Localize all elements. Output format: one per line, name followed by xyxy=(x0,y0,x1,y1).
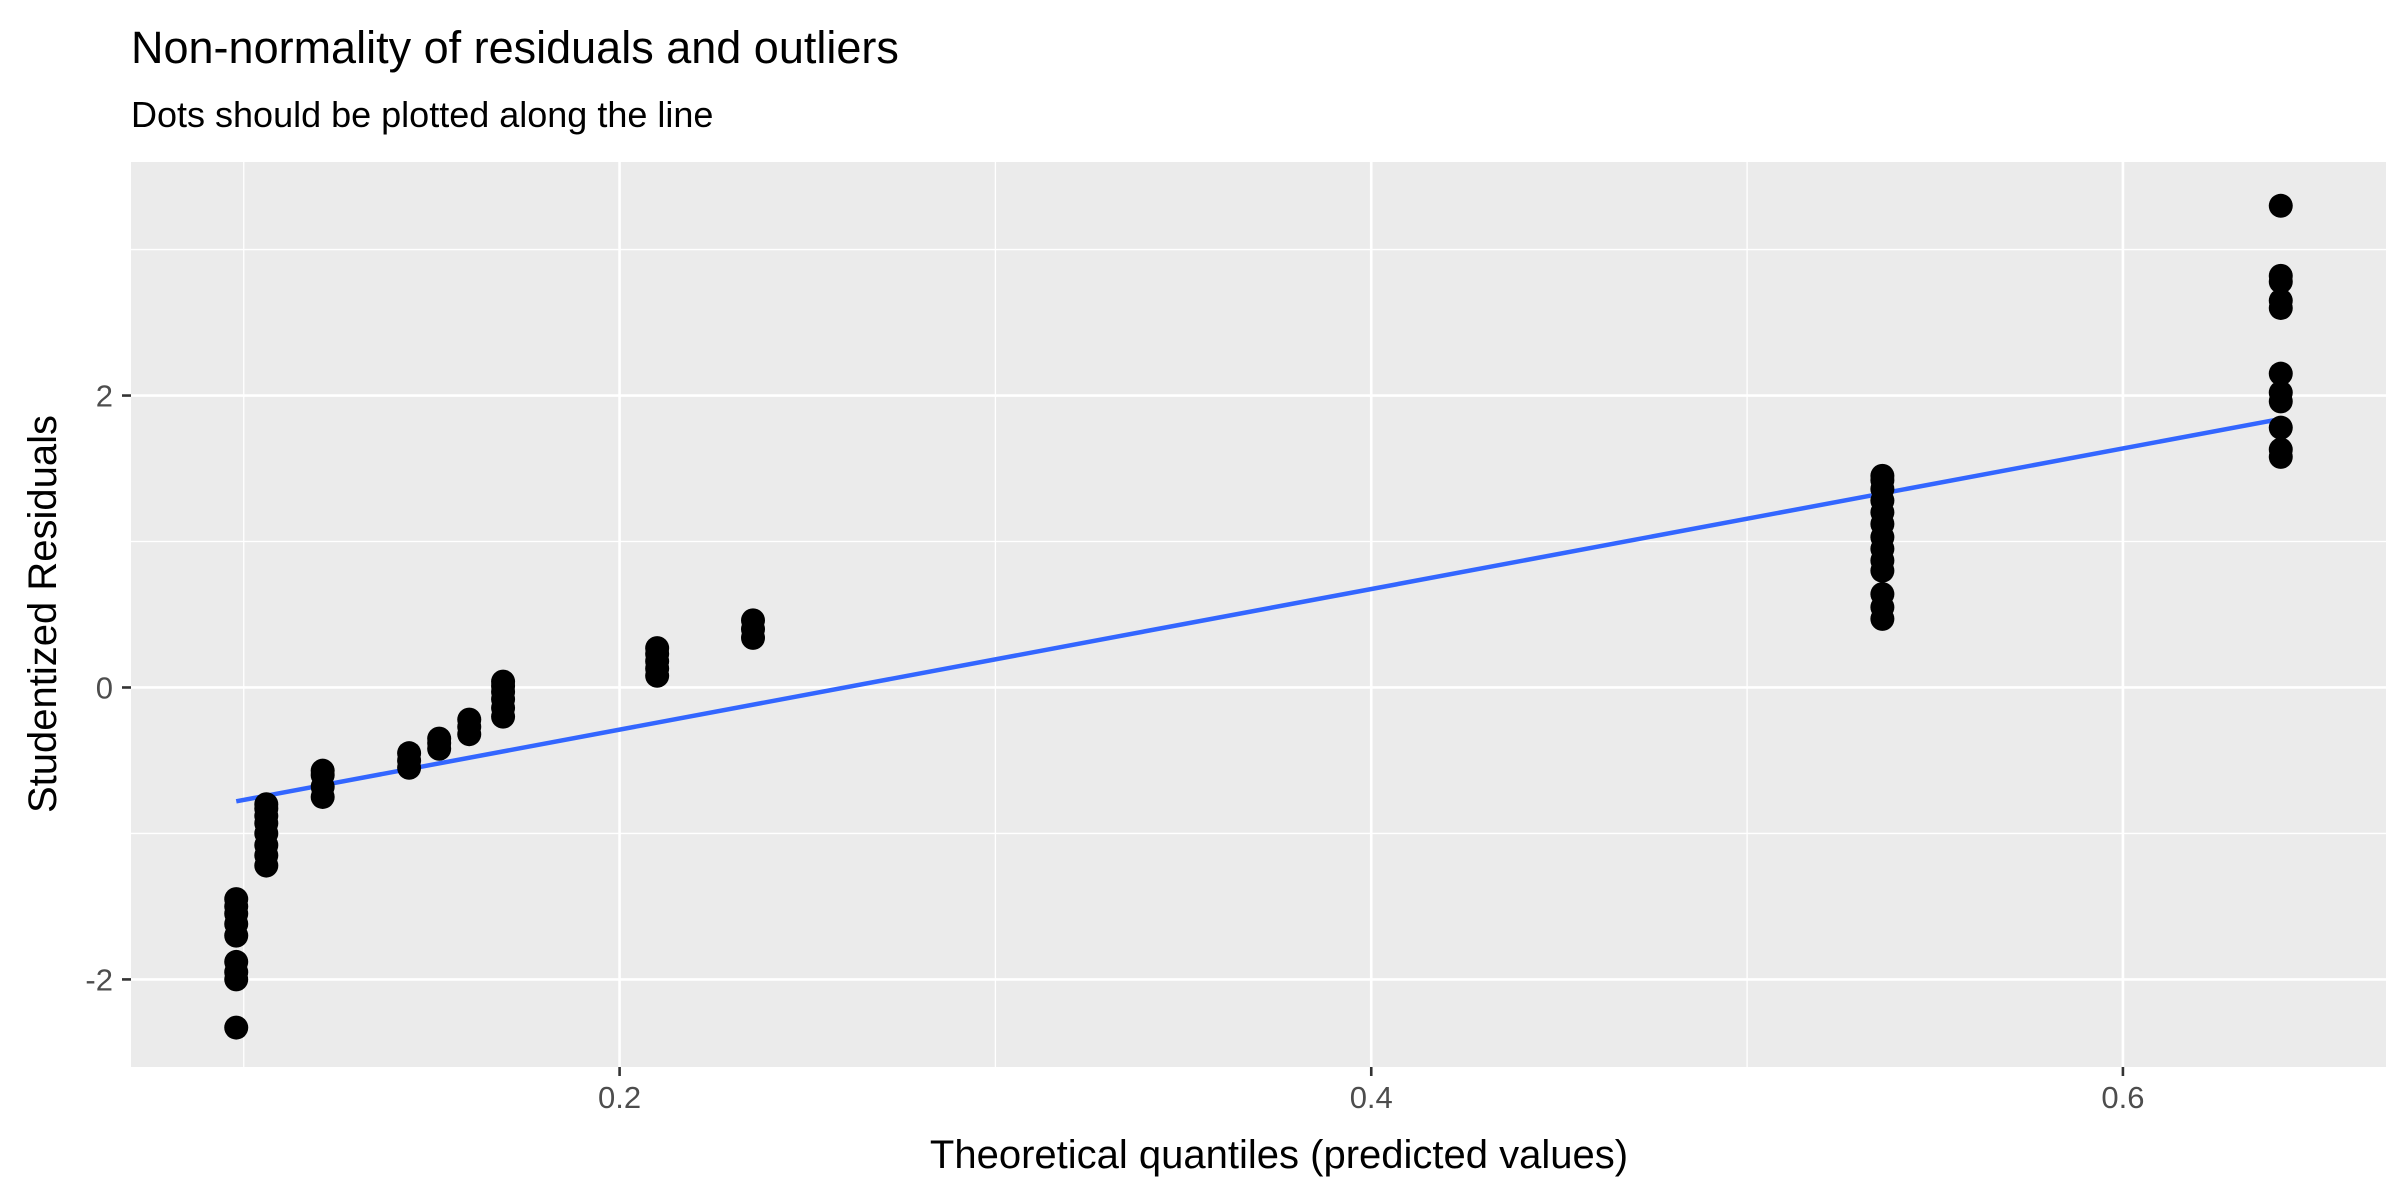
grid-minor xyxy=(131,162,2386,1067)
chart-subtitle: Dots should be plotted along the line xyxy=(131,94,713,135)
y-tick-label: -2 xyxy=(85,962,113,997)
residual-point xyxy=(2268,193,2293,218)
x-axis-title: Theoretical quantiles (predicted values) xyxy=(930,1133,1628,1177)
points-layer xyxy=(224,193,2293,1040)
residual-point xyxy=(1870,582,1895,607)
reference-line xyxy=(235,416,2282,804)
residual-point xyxy=(491,669,516,694)
residual-point xyxy=(224,1015,249,1040)
plot-panel xyxy=(131,162,2386,1067)
residual-point xyxy=(224,949,249,974)
chart-title: Non-normality of residuals and outliers xyxy=(131,22,899,73)
y-tick-label: 2 xyxy=(96,379,113,414)
x-axis: 0.2 0.4 0.6 xyxy=(598,1067,2144,1115)
residual-point xyxy=(224,887,249,912)
x-tick-label: 0.2 xyxy=(598,1080,641,1115)
residual-point xyxy=(2268,437,2293,462)
residual-point xyxy=(2268,415,2293,440)
x-tick-label: 0.4 xyxy=(1350,1080,1393,1115)
fit-line-layer xyxy=(235,416,2282,804)
residual-point xyxy=(427,726,452,751)
x-tick-label: 0.6 xyxy=(2101,1080,2144,1115)
y-tick-label: 0 xyxy=(96,670,113,705)
y-axis: -2 0 2 xyxy=(85,379,131,997)
residual-point xyxy=(457,707,482,732)
residual-point xyxy=(2268,361,2293,386)
residual-point xyxy=(254,792,279,817)
residual-point xyxy=(397,741,422,766)
residual-point xyxy=(741,608,766,633)
residual-point xyxy=(1870,463,1895,488)
residual-point xyxy=(2268,288,2293,313)
residual-point xyxy=(310,758,335,783)
residual-point xyxy=(645,636,670,661)
residual-point xyxy=(2268,263,2293,288)
residual-point xyxy=(2268,380,2293,405)
y-axis-title: Studentized Residuals xyxy=(21,415,65,813)
